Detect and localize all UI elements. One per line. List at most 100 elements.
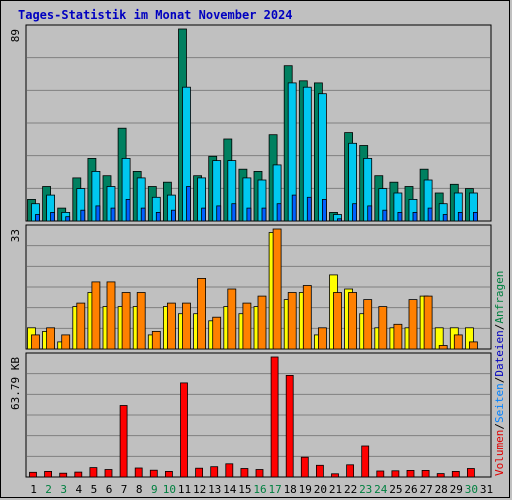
bar-rechner-4 — [76, 302, 86, 350]
bar-volumen-24 — [376, 470, 385, 478]
bar-volumen-20 — [315, 464, 324, 478]
bar-seiten-26 — [412, 211, 418, 222]
bar-rechner-24 — [378, 306, 388, 350]
y-max-label-requests: 89 — [9, 29, 22, 42]
x-label-27: 27 — [419, 483, 432, 496]
bar-seiten-23 — [367, 205, 373, 222]
bar-volumen-19 — [300, 456, 309, 478]
bar-seiten-11 — [186, 186, 191, 222]
bar-volumen-1 — [29, 471, 37, 478]
bar-volumen-6 — [104, 469, 113, 478]
x-label-30: 30 — [465, 483, 478, 496]
x-label-8: 8 — [136, 483, 143, 496]
bar-seiten-25 — [397, 211, 403, 222]
bar-rechner-3 — [61, 334, 71, 350]
bar-rechner-30 — [468, 341, 478, 350]
bar-volumen-9 — [149, 469, 158, 478]
bar-volumen-18 — [285, 374, 294, 478]
bar-volumen-4 — [74, 471, 83, 478]
x-label-6: 6 — [106, 483, 113, 496]
x-label-26: 26 — [404, 483, 417, 496]
bar-seiten-14 — [231, 203, 237, 222]
bar-rechner-1 — [31, 334, 40, 350]
x-label-23: 23 — [359, 483, 372, 496]
bar-volumen-28 — [436, 473, 445, 478]
bar-seiten-4 — [80, 209, 86, 222]
y-max-label-visits: 33 — [9, 229, 22, 242]
bar-rechner-13 — [212, 316, 222, 350]
bar-seiten-24 — [382, 209, 388, 222]
x-label-14: 14 — [223, 483, 237, 496]
bar-volumen-8 — [134, 467, 143, 478]
bar-rechner-29 — [453, 334, 463, 350]
bar-rechner-19 — [302, 285, 312, 350]
bar-volumen-10 — [164, 470, 173, 478]
bar-volumen-15 — [240, 468, 249, 478]
legend-volumen: Volumen — [493, 430, 506, 476]
x-label-20: 20 — [314, 483, 327, 496]
bar-rechner-2 — [46, 327, 55, 350]
bar-rechner-14 — [227, 288, 237, 350]
bar-volumen-11 — [180, 382, 188, 478]
right-legend: Volumen/Seiten/Dateien/Anfragen — [493, 271, 506, 476]
bar-seiten-1 — [35, 214, 40, 222]
x-label-7: 7 — [121, 483, 128, 496]
bar-volumen-14 — [225, 463, 234, 478]
bar-volumen-17 — [270, 356, 279, 478]
bar-rechner-17 — [272, 228, 282, 350]
bar-volumen-26 — [406, 469, 415, 478]
bar-rechner-25 — [393, 323, 403, 350]
x-label-31: 31 — [480, 483, 493, 496]
bar-rechner-5 — [91, 281, 101, 350]
bar-volumen-27 — [421, 469, 430, 478]
bar-seiten-18 — [291, 194, 297, 222]
legend-dateien: Dateien — [493, 330, 506, 376]
x-label-13: 13 — [208, 483, 221, 496]
bar-rechner-7 — [121, 292, 131, 350]
x-label-24: 24 — [374, 483, 388, 496]
bar-volumen-22 — [346, 464, 355, 478]
legend-sep: / — [493, 324, 506, 331]
bar-seiten-20 — [321, 198, 327, 222]
bar-rechner-12 — [197, 277, 207, 350]
bar-seiten-10 — [170, 209, 176, 222]
bar-volumen-5 — [89, 467, 98, 478]
bar-rechner-22 — [348, 292, 358, 350]
bar-seiten-16 — [261, 207, 267, 222]
x-label-9: 9 — [151, 483, 158, 496]
x-label-16: 16 — [253, 483, 266, 496]
chart-title: Tages-Statistik im Monat November 2024 — [18, 8, 293, 22]
bar-seiten-21 — [337, 218, 342, 222]
bar-rechner-11 — [182, 302, 191, 350]
bar-seiten-28 — [442, 214, 448, 222]
x-label-19: 19 — [299, 483, 312, 496]
x-label-12: 12 — [193, 483, 206, 496]
x-label-10: 10 — [163, 483, 176, 496]
bar-rechner-28 — [438, 345, 448, 350]
bar-rechner-9 — [151, 330, 161, 350]
bar-seiten-19 — [306, 196, 312, 222]
bar-seiten-15 — [246, 207, 252, 222]
bar-rechner-21 — [333, 292, 342, 350]
bar-seiten-13 — [216, 205, 222, 222]
bar-seiten-30 — [472, 211, 478, 222]
bar-volumen-25 — [391, 470, 400, 478]
bar-rechner-8 — [136, 292, 146, 350]
bar-rechner-27 — [423, 295, 433, 350]
legend-seiten: Seiten — [493, 383, 506, 423]
bar-volumen-30 — [466, 468, 475, 478]
x-label-15: 15 — [238, 483, 251, 496]
bar-seiten-2 — [50, 211, 55, 222]
bar-volumen-23 — [361, 445, 370, 478]
bar-seiten-8 — [140, 207, 146, 222]
bar-volumen-2 — [44, 470, 52, 478]
bar-volumen-21 — [331, 473, 339, 478]
x-label-29: 29 — [450, 483, 463, 496]
x-label-17: 17 — [268, 483, 281, 496]
x-label-4: 4 — [75, 483, 82, 496]
x-label-3: 3 — [60, 483, 67, 496]
x-label-11: 11 — [178, 483, 191, 496]
bar-volumen-7 — [119, 405, 128, 478]
